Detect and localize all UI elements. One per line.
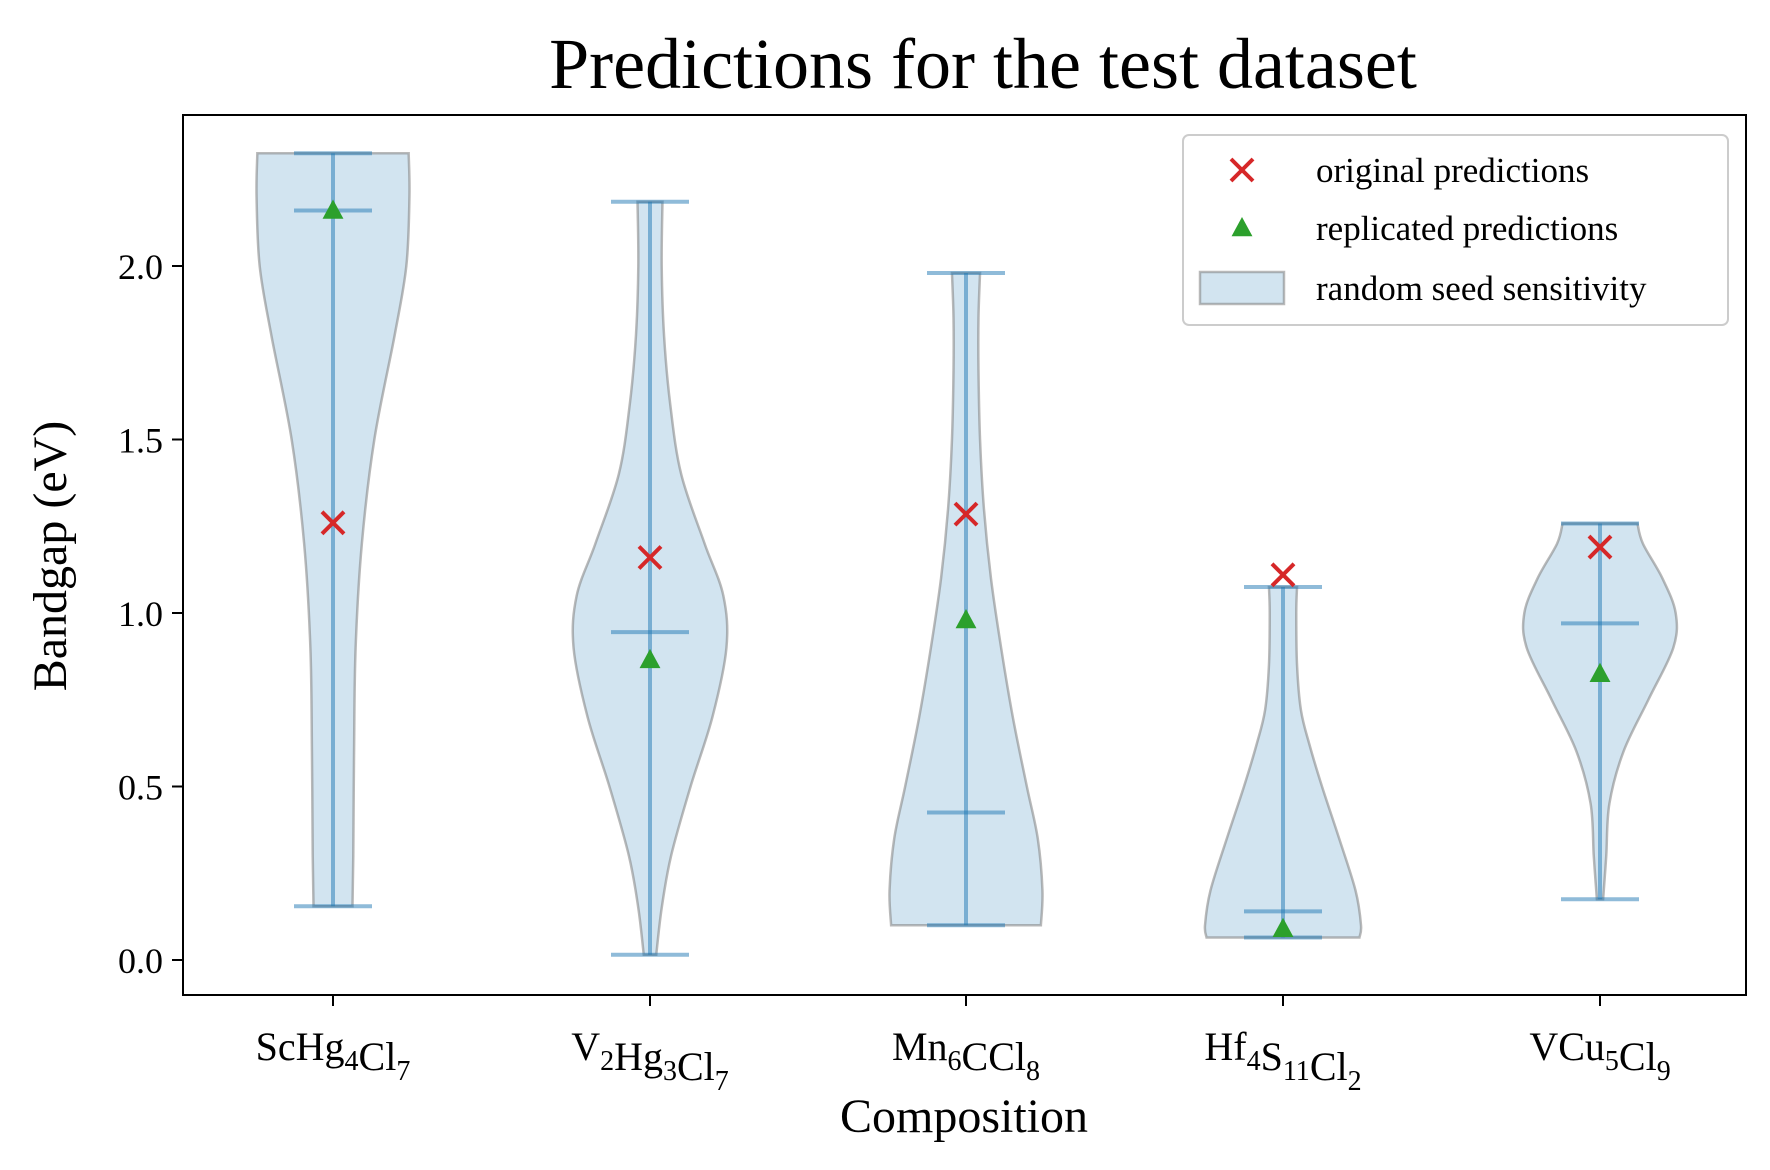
legend-label: original predictions xyxy=(1316,151,1589,190)
markers-group xyxy=(320,199,1613,938)
replicated-prediction-marker xyxy=(639,648,661,669)
y-axis: 0.0 0.5 1.0 1.5 2.0 xyxy=(118,247,183,981)
replicated-prediction-marker xyxy=(955,608,977,629)
plot-area xyxy=(182,114,1747,996)
original-prediction-marker xyxy=(1587,534,1613,560)
legend-original-marker xyxy=(1229,157,1255,183)
original-prediction-marker xyxy=(637,545,663,570)
replicated-prediction-marker xyxy=(322,199,344,219)
y-tick-label: 1.0 xyxy=(118,594,163,634)
legend: original predictions replicated predictio… xyxy=(1182,134,1729,326)
x-axis-label: Composition xyxy=(840,1090,1088,1143)
violins-group xyxy=(255,151,1679,957)
legend-box xyxy=(1182,134,1729,326)
original-prediction-marker xyxy=(1270,562,1296,588)
original-prediction-marker xyxy=(320,510,346,536)
y-tick-label: 0.0 xyxy=(118,941,163,981)
legend-violin-patch xyxy=(1198,270,1286,306)
y-tick-label: 0.5 xyxy=(118,768,163,808)
x-tick-label: Mn6CCl8 xyxy=(892,1024,1040,1087)
x-tick-label: Hf4S11Cl2 xyxy=(1204,1024,1361,1097)
replicated-prediction-marker xyxy=(1272,917,1294,938)
x-axis: ScHg4Cl7 V2Hg3Cl7 Mn6CCl8 Hf4S11Cl2 VCu5Cl9 xyxy=(256,995,1671,1097)
x-tick-label: VCu5Cl9 xyxy=(1529,1024,1670,1087)
legend-replicated-marker xyxy=(1231,217,1253,237)
y-tick-label: 1.5 xyxy=(118,421,163,461)
plot-frame xyxy=(182,114,1747,996)
x-tick-label: ScHg4Cl7 xyxy=(256,1024,411,1087)
legend-label: replicated predictions xyxy=(1316,209,1618,248)
chart-title: Predictions for the test dataset xyxy=(549,24,1417,104)
legend-label: random seed sensitivity xyxy=(1316,269,1647,308)
x-tick-label: V2Hg3Cl7 xyxy=(571,1024,729,1097)
replicated-prediction-marker xyxy=(1589,662,1611,682)
y-tick-label: 2.0 xyxy=(118,247,163,287)
y-axis-label: Bandgap (eV) xyxy=(24,421,77,692)
original-prediction-marker xyxy=(953,501,979,527)
